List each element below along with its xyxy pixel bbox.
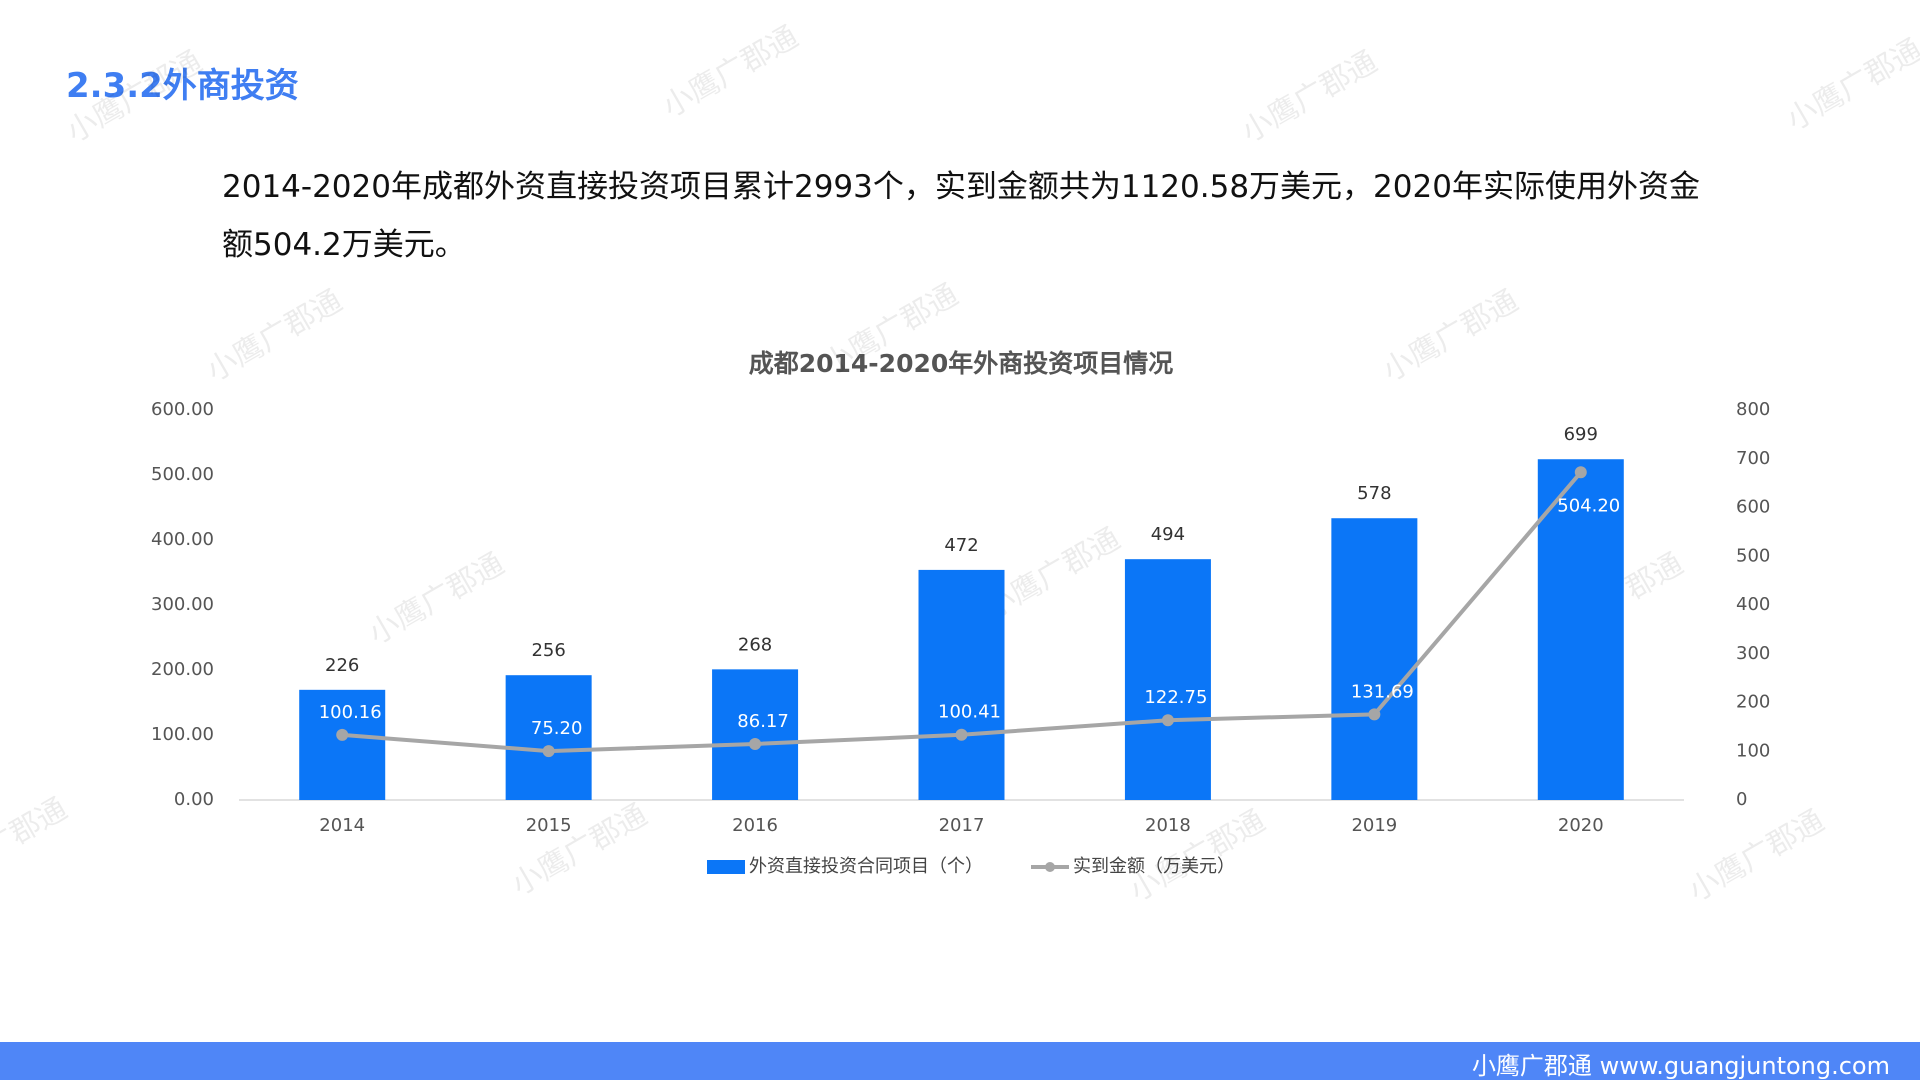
line-point [542, 745, 555, 758]
x-tick-label: 2017 [939, 815, 985, 836]
watermark: 小鹰广郡通 [201, 283, 348, 388]
y2-tick-label: 200 [1736, 692, 1770, 713]
line-value-label: 75.20 [531, 718, 583, 739]
watermark: 小鹰广郡通 [506, 797, 653, 902]
y-tick-label: 600.00 [151, 399, 214, 420]
x-tick-label: 2014 [319, 815, 365, 836]
bar [918, 569, 1005, 800]
y2-tick-label: 700 [1736, 448, 1770, 469]
line-value-label: 86.17 [737, 711, 789, 732]
bar-value-label: 472 [944, 535, 978, 556]
line-value-label: 504.20 [1557, 495, 1620, 516]
bar [1124, 559, 1211, 800]
line-value-label: 122.75 [1144, 687, 1207, 708]
y2-tick-label: 400 [1736, 594, 1770, 615]
y2-tick-label: 100 [1736, 740, 1770, 761]
y-tick-label: 100.00 [151, 724, 214, 745]
legend-item: 外资直接投资合同项目（个） [707, 856, 983, 877]
bar [505, 675, 592, 800]
bar-value-label: 494 [1151, 524, 1185, 545]
line-point [1574, 466, 1587, 479]
page-title: 2.3.2外商投资 [66, 66, 299, 106]
bar-value-label: 268 [738, 634, 772, 655]
watermark: 小鹰广郡通 [1781, 32, 1920, 137]
x-tick-label: 2020 [1558, 815, 1604, 836]
bar-value-label: 226 [325, 655, 359, 676]
watermark: 小鹰广郡通 [1377, 283, 1524, 388]
footer: 小鹰广郡通 www.guangjuntong.com [0, 1042, 1920, 1080]
legend-swatch [1045, 862, 1055, 872]
line-point [955, 728, 968, 741]
footer-text: 小鹰广郡通 www.guangjuntong.com [1471, 1052, 1890, 1080]
watermark: 小鹰广郡通 [1683, 803, 1830, 908]
watermark: 小鹰广郡通 [1236, 44, 1383, 149]
line-point [1161, 714, 1174, 727]
bar [1331, 518, 1418, 800]
x-tick-label: 2016 [732, 815, 778, 836]
chart-title: 成都2014-2020年外商投资项目情况 [749, 349, 1174, 378]
legend-item: 实到金额（万美元） [1031, 856, 1235, 877]
y-tick-label: 400.00 [151, 529, 214, 550]
y-tick-label: 500.00 [151, 464, 214, 485]
y-tick-label: 300.00 [151, 594, 214, 615]
summary: 2014-2020年成都外资直接投资项目累计2993个，实到金额共为1120.5… [222, 169, 1700, 263]
y2-tick-label: 500 [1736, 545, 1770, 566]
line-point [1368, 708, 1381, 721]
bar [1537, 459, 1624, 800]
watermark: 小鹰广郡通 [363, 546, 510, 651]
legend-swatch [707, 860, 745, 874]
y-tick-label: 0.00 [174, 789, 214, 810]
line-point [336, 728, 349, 741]
bar-value-label: 699 [1564, 424, 1598, 445]
line-point [749, 737, 762, 750]
y2-tick-label: 300 [1736, 643, 1770, 664]
watermark: 小鹰广郡通 [0, 791, 73, 896]
y2-tick-label: 0 [1736, 789, 1747, 810]
x-tick-label: 2019 [1351, 815, 1397, 836]
bar-value-label: 256 [531, 640, 565, 661]
line-value-label: 100.16 [319, 702, 382, 723]
line-value-label: 100.41 [938, 702, 1001, 723]
watermark: 小鹰广郡通 [657, 19, 804, 124]
bar-value-label: 578 [1357, 483, 1391, 504]
bar [299, 689, 386, 800]
legend-label: 外资直接投资合同项目（个） [749, 856, 983, 877]
y-tick-label: 200.00 [151, 659, 214, 680]
y2-tick-label: 600 [1736, 497, 1770, 518]
x-tick-label: 2018 [1145, 815, 1191, 836]
watermark: 小鹰广郡通 [61, 44, 208, 149]
chart: 成都2014-2020年外商投资项目情况 小鹰广郡通 小鹰广郡通 小鹰广郡通 小鹰广郡… [0, 19, 1920, 908]
legend-label: 实到金额（万美元） [1073, 856, 1235, 877]
y2-tick-label: 800 [1736, 399, 1770, 420]
x-tick-label: 2015 [526, 815, 572, 836]
bar [712, 669, 799, 800]
line-value-label: 131.69 [1351, 681, 1414, 702]
